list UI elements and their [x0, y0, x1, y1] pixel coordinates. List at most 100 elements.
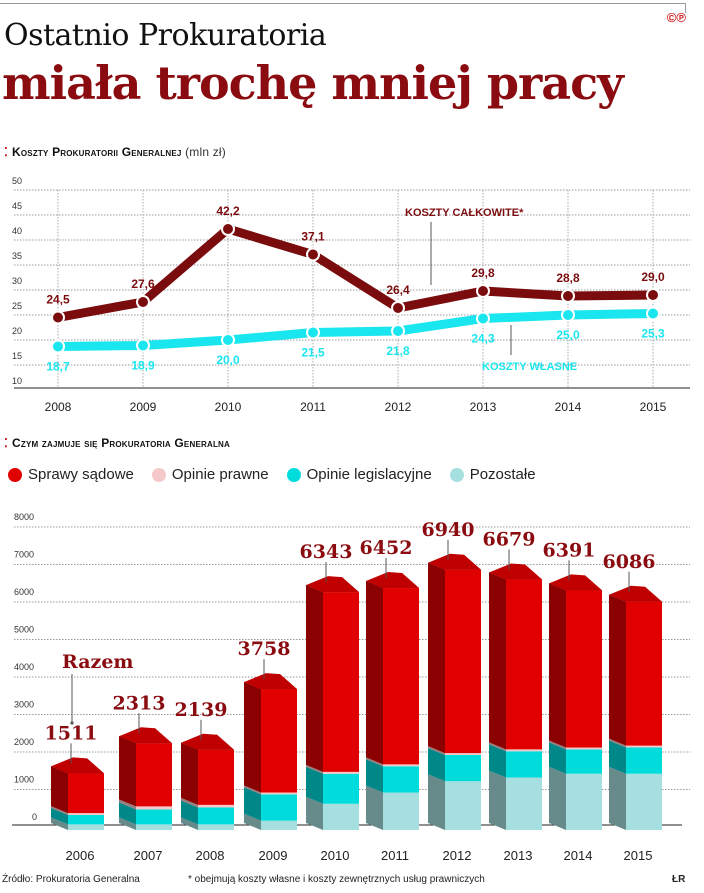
data-point	[136, 295, 150, 309]
bar-side-Opinie prawne	[181, 797, 198, 808]
y-tick-label: 3000	[14, 700, 34, 710]
bar-side-Pozostałe	[609, 766, 626, 830]
author-credit: ŁR	[672, 874, 686, 885]
data-label: 25,0	[556, 328, 580, 342]
bar-chart-title-text: Czym zajmuje się Prokuratoria Generalna	[12, 436, 230, 450]
bar-total-label: 1511	[45, 722, 98, 744]
x-tick-label: 2012	[443, 848, 472, 863]
x-tick-label: 2007	[134, 848, 163, 863]
line-chart-title-text: Koszty Prokuratorii Generalnej	[12, 145, 182, 159]
series-label-total: KOSZTY CAŁKOWITE*	[405, 207, 524, 219]
bar-side-Opinie prawne	[609, 738, 626, 748]
bar-side-Pozostałe	[181, 817, 198, 830]
bar-side-Pozostałe	[244, 813, 261, 830]
bar-side-Sprawy sądowe	[181, 742, 198, 805]
bar-top	[306, 576, 359, 593]
data-label: 42,2	[216, 204, 240, 218]
bar-side-Opinie prawne	[549, 740, 566, 750]
bar-side-Opinie legislacyjne	[609, 740, 626, 774]
razem-annotation: Razem	[62, 651, 134, 673]
data-point	[391, 301, 405, 315]
legend-swatch-icon	[151, 467, 166, 482]
data-label: 21,8	[386, 344, 410, 358]
legend-swatch-icon	[449, 467, 464, 482]
bar-side-Opinie legislacyjne	[244, 787, 261, 821]
top-rule-corner	[685, 3, 686, 13]
bar-segment	[261, 794, 297, 821]
bar-total-label: 2313	[113, 692, 166, 714]
bar-side-Opinie legislacyjne	[119, 802, 136, 825]
bar-side-Pozostałe	[366, 785, 383, 830]
bar-side-Sprawy sądowe	[609, 594, 626, 746]
y-tick-label: 5000	[14, 625, 34, 635]
bar-segment	[383, 764, 419, 767]
bar-total-label: 6391	[543, 539, 596, 561]
section-dots-icon: ⁚	[4, 436, 9, 450]
y-tick-label: 2000	[14, 737, 34, 747]
bar-top	[428, 553, 481, 570]
x-tick-label: 2011	[300, 400, 326, 414]
bar-segment	[136, 743, 172, 807]
bar-segment	[506, 749, 542, 752]
line-chart-unit: (mln zł)	[185, 145, 226, 159]
data-label: 29,0	[641, 270, 665, 284]
bar-side-Sprawy sądowe	[489, 572, 506, 750]
bar-top	[181, 733, 234, 750]
bar-top	[119, 727, 172, 744]
data-label: 24,3	[471, 332, 495, 346]
bar-segment	[198, 749, 234, 805]
bar-side-Opinie prawne	[428, 746, 445, 755]
bar-total-label: 2139	[175, 699, 228, 721]
y-tick-label: 30	[12, 276, 22, 286]
bar-segment	[566, 749, 602, 774]
y-tick-label: 7000	[14, 550, 34, 560]
data-point	[476, 284, 490, 298]
bar-segment	[506, 751, 542, 778]
bar-segment	[566, 747, 602, 750]
bar-segment	[566, 773, 602, 830]
y-tick-label: 25	[12, 301, 22, 311]
bar-total-label: 6086	[603, 551, 656, 573]
y-tick-label: 10	[12, 376, 22, 386]
bar-side-Pozostałe	[306, 796, 323, 830]
bar-segment	[323, 803, 359, 830]
x-tick-label: 2015	[624, 848, 653, 863]
series-line-1	[57, 309, 654, 351]
y-tick-label: 8000	[14, 512, 34, 522]
bar-segment	[261, 792, 297, 795]
data-label: 29,8	[471, 266, 495, 280]
data-point	[51, 339, 65, 354]
x-tick-label: 2013	[504, 848, 533, 863]
bar-top	[489, 563, 542, 580]
y-tick-label: 45	[12, 201, 22, 211]
bar-side-Sprawy sądowe	[51, 766, 68, 814]
legend-swatch-icon	[286, 467, 301, 482]
series-label-own: KOSZTY WŁASNE	[482, 361, 577, 373]
data-label: 26,4	[386, 283, 410, 297]
bar-segment	[506, 777, 542, 830]
bar-segment	[383, 792, 419, 830]
bar-segment	[68, 815, 104, 825]
bar-side-Opinie prawne	[119, 799, 136, 810]
data-point	[646, 306, 660, 321]
bar-side-Opinie legislacyjne	[549, 742, 566, 774]
bar-top	[244, 673, 297, 690]
bar-segment	[445, 755, 481, 782]
bar-segment	[198, 807, 234, 825]
bar-segment	[506, 579, 542, 750]
x-tick-label: 2015	[640, 400, 667, 414]
bar-side-Opinie legislacyjne	[428, 748, 445, 782]
x-tick-label: 2009	[259, 848, 288, 863]
x-tick-label: 2011	[381, 848, 409, 863]
bar-segment	[323, 773, 359, 804]
bar-side-Pozostałe	[51, 817, 68, 830]
bar-top	[51, 757, 104, 774]
x-tick-label: 2006	[66, 848, 95, 863]
x-tick-label: 2009	[130, 400, 157, 414]
data-point	[221, 222, 235, 236]
y-tick-label: 4000	[14, 662, 34, 672]
data-label: 18,7	[46, 360, 70, 374]
bar-segment	[626, 747, 662, 774]
